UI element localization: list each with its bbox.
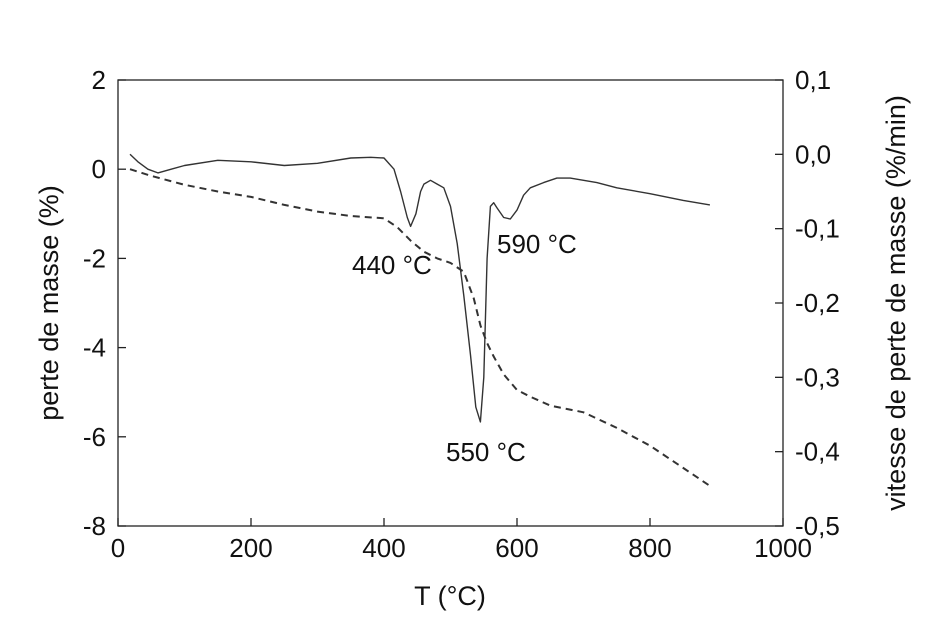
right-y-axis-ticks: 0,1 0,0 -0,1 -0,2 -0,3 -0,4 -0,5: [775, 65, 840, 541]
left-y-tick-label: 0: [92, 154, 106, 184]
x-tick-label: 800: [628, 533, 671, 563]
right-y-tick-label: 0,1: [795, 65, 831, 95]
left-y-tick-label: -8: [83, 511, 106, 541]
x-tick-label: 0: [111, 533, 125, 563]
right-y-axis-label: vitesse de perte de masse (%/min): [881, 95, 911, 511]
right-y-tick-label: -0,2: [795, 288, 840, 318]
right-y-tick-label: 0,0: [795, 139, 831, 169]
mass-loss-rate-series-line: [129, 153, 711, 423]
x-tick-label: 1000: [754, 533, 812, 563]
left-y-tick-label: 2: [92, 65, 106, 95]
left-y-axis-ticks: 2 0 -2 -4 -6 -8: [83, 65, 126, 541]
left-y-tick-label: -6: [83, 422, 106, 452]
x-axis-ticks: 0 200 400 600 800 1000: [111, 518, 812, 563]
right-y-tick-label: -0,4: [795, 437, 840, 467]
annotation-440: 440 °C: [352, 250, 432, 280]
left-y-axis-label: perte de masse (%): [34, 185, 64, 421]
right-y-tick-label: -0,3: [795, 362, 840, 392]
right-y-tick-label: -0,1: [795, 214, 840, 244]
right-y-tick-label: -0,5: [795, 511, 840, 541]
mass-loss-series-line: [129, 168, 711, 487]
x-tick-label: 400: [362, 533, 405, 563]
annotation-550: 550 °C: [446, 437, 526, 467]
left-y-tick-label: -2: [83, 243, 106, 273]
x-tick-label: 600: [495, 533, 538, 563]
x-tick-label: 200: [229, 533, 272, 563]
x-axis-label: T (°C): [414, 581, 486, 611]
annotation-590: 590 °C: [497, 229, 577, 259]
series-group: [129, 153, 711, 487]
left-y-tick-label: -4: [83, 333, 106, 363]
